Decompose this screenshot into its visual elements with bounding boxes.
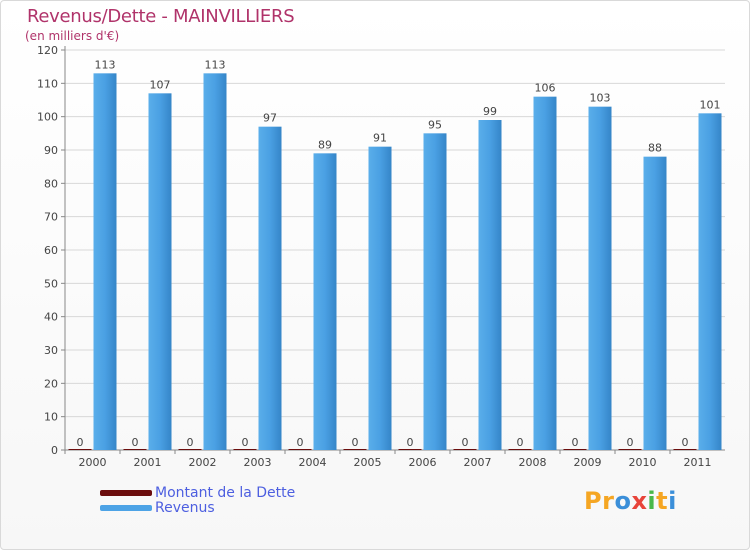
data-label-dette: 0 (627, 436, 634, 449)
x-tick-label: 2003 (244, 456, 272, 469)
x-tick-label: 2002 (189, 456, 217, 469)
bar-revenus (698, 113, 722, 450)
bar-dette (673, 449, 697, 450)
proxiti-logo: Proxiti (584, 487, 677, 515)
y-tick-label: 120 (37, 44, 58, 57)
x-tick-label: 2010 (629, 456, 657, 469)
logo-letter: o (614, 487, 632, 515)
chart-title: Revenus/Dette - MAINVILLIERS (27, 6, 295, 27)
data-label-dette: 0 (407, 436, 414, 449)
bar-revenus (368, 146, 392, 450)
y-tick-label: 60 (44, 244, 58, 257)
y-tick-label: 30 (44, 344, 58, 357)
logo-letter: t (656, 487, 669, 515)
bar-revenus (533, 96, 557, 451)
x-tick-label: 2007 (464, 456, 492, 469)
logo-letter: i (668, 487, 677, 515)
x-tick-label: 2001 (134, 456, 162, 469)
y-tick-label: 110 (37, 77, 58, 90)
bar-revenus (588, 106, 612, 451)
bar-dette (343, 449, 367, 450)
bar-dette (68, 449, 92, 450)
logo-letter: P (584, 487, 603, 515)
logo-letter: x (631, 487, 648, 515)
data-label-dette: 0 (132, 436, 139, 449)
data-label-revenus: 101 (700, 98, 721, 111)
bar-dette (453, 449, 477, 450)
x-tick-label: 2009 (574, 456, 602, 469)
y-tick-label: 90 (44, 144, 58, 157)
logo-letter: i (647, 487, 657, 515)
bar-dette (288, 449, 312, 450)
data-label-dette: 0 (517, 436, 524, 449)
x-tick-label: 2006 (409, 456, 437, 469)
y-tick-label: 100 (37, 111, 58, 124)
data-label-revenus: 107 (150, 78, 171, 91)
bar-revenus (203, 73, 227, 450)
data-label-revenus: 95 (428, 118, 442, 131)
data-label-dette: 0 (242, 436, 249, 449)
data-label-revenus: 91 (373, 132, 387, 145)
bar-revenus (643, 156, 667, 450)
data-label-dette: 0 (682, 436, 689, 449)
y-tick-label: 0 (51, 444, 58, 457)
data-label-dette: 0 (297, 436, 304, 449)
legend-swatch-revenus (100, 505, 152, 511)
data-label-dette: 0 (187, 436, 194, 449)
legend-label-dette: Montant de la Dette (155, 485, 296, 501)
data-label-revenus: 113 (95, 58, 116, 71)
bar-revenus (423, 133, 447, 451)
data-label-revenus: 103 (590, 92, 611, 105)
bar-dette (178, 449, 202, 450)
data-label-revenus: 97 (263, 112, 277, 125)
y-tick-label: 40 (44, 311, 58, 324)
bar-revenus (258, 126, 282, 451)
y-tick-label: 10 (44, 411, 58, 424)
data-label-revenus: 106 (535, 82, 556, 95)
data-label-revenus: 88 (648, 142, 662, 155)
bar-dette (508, 449, 532, 450)
bar-dette (618, 449, 642, 450)
bar-dette (123, 449, 147, 450)
data-label-dette: 0 (77, 436, 84, 449)
logo-letter: r (602, 487, 615, 515)
data-label-dette: 0 (352, 436, 359, 449)
x-tick-label: 2004 (299, 456, 327, 469)
x-tick-label: 2008 (519, 456, 547, 469)
legend-label-revenus: Revenus (155, 500, 215, 516)
bar-revenus (478, 120, 502, 450)
y-tick-label: 70 (44, 211, 58, 224)
bar-revenus (93, 73, 117, 450)
bar-dette (563, 449, 587, 450)
y-tick-label: 20 (44, 377, 58, 390)
bar-revenus (313, 153, 337, 451)
y-tick-label: 80 (44, 177, 58, 190)
data-label-revenus: 99 (483, 105, 497, 118)
x-tick-label: 2011 (684, 456, 712, 469)
x-tick-label: 2005 (354, 456, 382, 469)
data-label-dette: 0 (572, 436, 579, 449)
bar-dette (398, 449, 422, 450)
legend-swatch-dette (100, 490, 152, 496)
data-label-revenus: 113 (205, 58, 226, 71)
bar-revenus (148, 93, 172, 450)
bar-dette (233, 449, 257, 450)
y-tick-label: 50 (44, 277, 58, 290)
chart-subtitle: (en milliers d'€) (25, 29, 120, 43)
data-label-revenus: 89 (318, 138, 332, 151)
data-label-dette: 0 (462, 436, 469, 449)
x-tick-label: 2000 (79, 456, 107, 469)
